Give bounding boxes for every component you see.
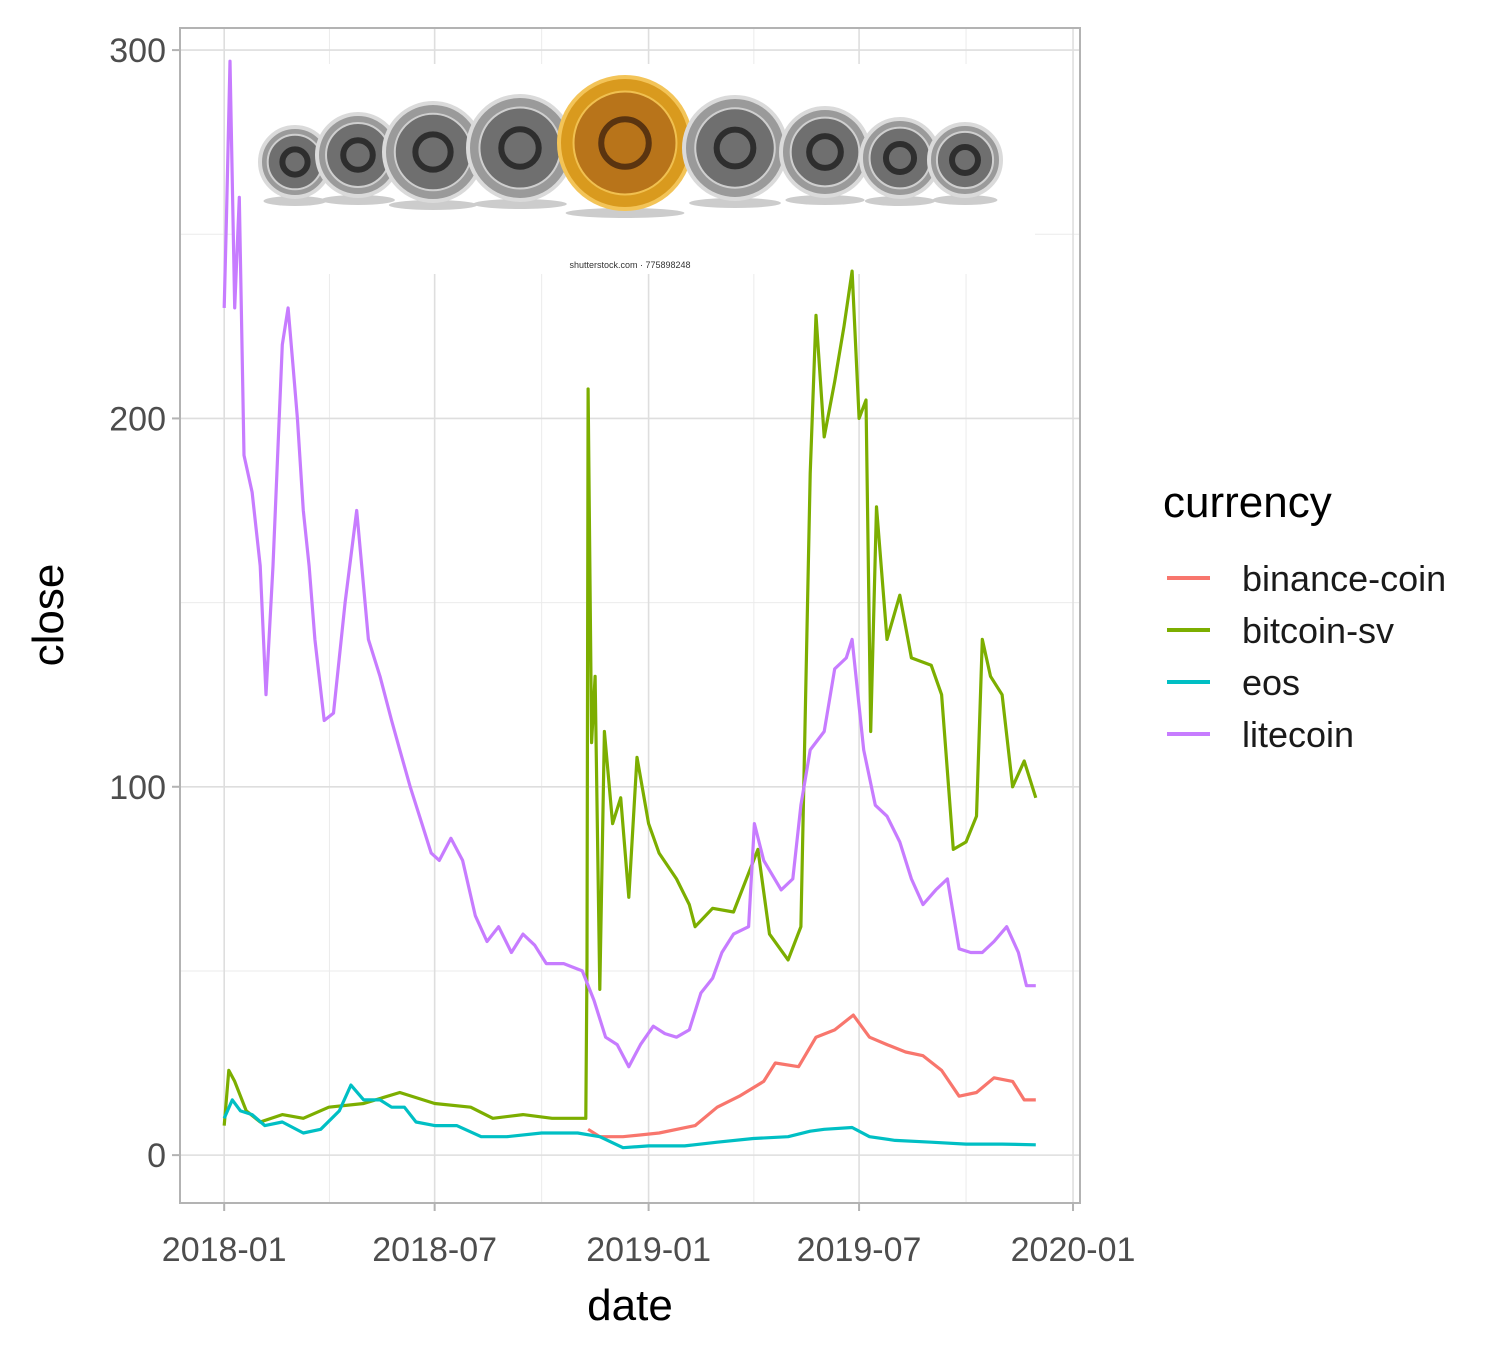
legend: currency binance-coin bitcoin-sv eos liteco… — [1163, 478, 1446, 755]
series-line-litecoin — [222, 59, 1036, 1069]
coin-face — [935, 130, 995, 190]
legend-label-eos: eos — [1242, 662, 1300, 703]
coin-shadow — [689, 198, 781, 208]
image-watermark: shutterstock.com · 775898248 — [569, 260, 690, 270]
x-tick-label: 2020-01 — [1011, 1231, 1136, 1269]
series-line-eos — [222, 1083, 1036, 1150]
grid-major — [180, 28, 1080, 1203]
coin-shadow — [565, 208, 685, 218]
x-axis-title: date — [587, 1281, 673, 1330]
series-line-bitcoin-sv — [222, 269, 1038, 1126]
legend-title: currency — [1163, 478, 1332, 527]
series-line-binance-coin — [587, 1013, 1036, 1139]
x-axis: 2018-01 2018-07 2019-01 2019-07 2020-01 — [162, 1203, 1136, 1269]
coin-face — [868, 126, 932, 190]
coin-symbol — [498, 126, 542, 170]
x-tick-label: 2019-01 — [586, 1231, 711, 1269]
coin-face — [478, 106, 562, 190]
coin-face — [393, 112, 473, 192]
coin-face — [694, 107, 776, 189]
y-axis-title: close — [24, 564, 73, 667]
y-axis: 0 100 200 300 — [109, 32, 180, 1175]
crypto-coins-image: shutterstock.com · 775898248 — [235, 64, 1035, 274]
legend-label-binance-coin: binance-coin — [1242, 558, 1446, 599]
coin-shadow — [785, 195, 865, 205]
coin-symbol — [949, 144, 981, 176]
coin-symbol — [882, 140, 918, 176]
coin-symbol — [806, 133, 844, 171]
coin-shadow — [263, 196, 327, 206]
y-tick-label: 200 — [109, 400, 166, 438]
coin-shadow — [388, 200, 478, 210]
coin-face — [325, 122, 391, 188]
x-tick-label: 2018-07 — [372, 1231, 497, 1269]
y-tick-label: 0 — [147, 1137, 166, 1175]
coin-group — [258, 75, 1003, 218]
y-tick-label: 100 — [109, 769, 166, 807]
legend-items: binance-coin bitcoin-sv eos litecoin — [1167, 558, 1446, 755]
panel-border — [179, 27, 1081, 1204]
coin-symbol — [279, 146, 311, 178]
y-tick-label: 300 — [109, 32, 166, 70]
series-group — [222, 59, 1038, 1150]
legend-label-bitcoin-sv: bitcoin-sv — [1242, 610, 1394, 651]
coin-shadow — [321, 195, 395, 205]
coin-symbol — [340, 137, 376, 173]
x-tick-label: 2018-01 — [162, 1231, 287, 1269]
coin-shadow — [932, 195, 998, 205]
x-tick-label: 2019-07 — [797, 1231, 922, 1269]
coin-face — [266, 133, 324, 191]
coin-symbol — [598, 116, 652, 170]
coin-face — [789, 116, 861, 188]
coin-symbol — [412, 131, 454, 173]
coin-symbol — [713, 126, 757, 170]
coin-shadow — [473, 199, 567, 209]
legend-label-litecoin: litecoin — [1242, 714, 1354, 755]
coin-shadow — [864, 196, 936, 206]
coin-face — [572, 90, 678, 196]
